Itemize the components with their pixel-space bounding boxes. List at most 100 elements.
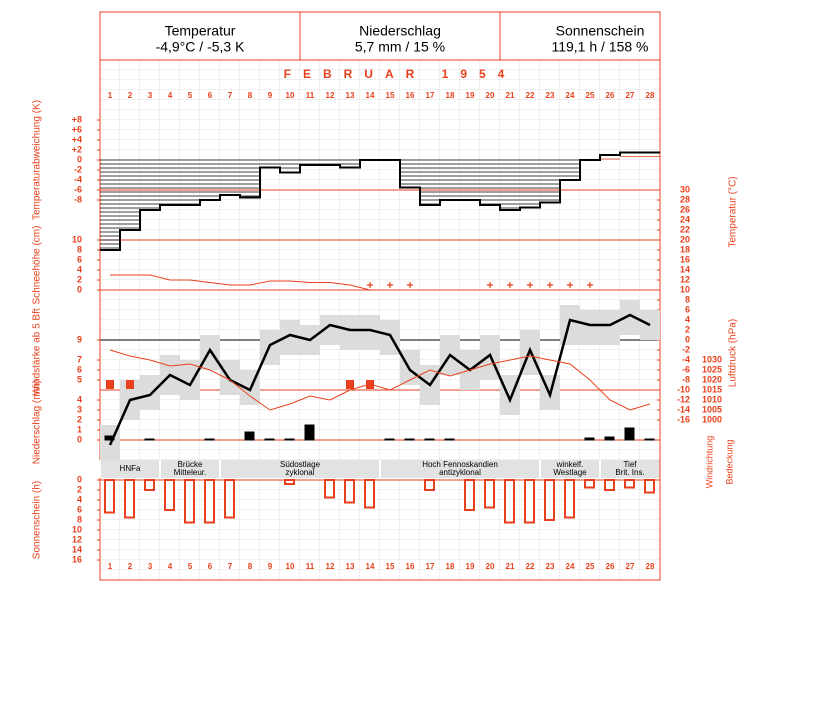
y-tick-label: 6 (77, 254, 82, 264)
y-tick-label: 2 (77, 484, 82, 494)
temperature-range (220, 360, 240, 395)
deviation-bar (420, 159, 440, 205)
snow-trace (367, 282, 373, 288)
bar (124, 479, 135, 519)
y-tick-label: 0 (77, 154, 82, 164)
y-tick-label: 4 (77, 494, 82, 504)
day-label: 5 (188, 562, 193, 571)
y-tick-label: 16 (680, 254, 690, 264)
y-tick-label: -6 (682, 364, 690, 374)
axis-label: Luftdruck (hPa) (728, 319, 739, 387)
bar (644, 479, 655, 494)
regime-label: Hoch Fennoskandien (422, 460, 498, 469)
bar (484, 479, 495, 509)
temperature-range (600, 310, 620, 345)
axis-label: Niederschlag (mm) (32, 380, 43, 464)
day-label: 21 (506, 91, 515, 100)
temperature-range (280, 320, 300, 355)
regime-label: HNFa (120, 464, 141, 473)
y-tick-label: 2 (685, 324, 690, 334)
y-tick-label: -2 (682, 344, 690, 354)
y-tick-label: -6 (74, 184, 82, 194)
day-label: 12 (326, 562, 335, 571)
y-tick-label: -10 (677, 384, 690, 394)
regime-label: Mitteleur. (174, 468, 206, 477)
regime-label: Brücke (178, 460, 203, 469)
day-label: 22 (526, 91, 535, 100)
y-tick-label: 4 (77, 264, 82, 274)
day-label: 9 (268, 91, 273, 100)
deviation-bar (480, 159, 500, 205)
regime-label: Südostlage (280, 460, 321, 469)
y-tick-label: 1005 (702, 404, 722, 414)
regime-label: Westlage (553, 468, 587, 477)
bar (504, 479, 515, 524)
y-tick-label: 8 (685, 294, 690, 304)
y-tick-label: 6 (685, 304, 690, 314)
day-label: 25 (586, 91, 595, 100)
bar (304, 424, 315, 441)
day-label: 10 (286, 91, 295, 100)
bar (284, 438, 295, 441)
bar (104, 479, 115, 514)
bar (144, 438, 155, 441)
bar (164, 479, 175, 511)
day-label: 8 (248, 91, 253, 100)
y-tick-label: 1015 (702, 384, 722, 394)
y-tick-label: 30 (680, 184, 690, 194)
bar (184, 479, 195, 524)
deviation-bar (220, 159, 240, 193)
bar (624, 479, 635, 489)
y-tick-label: 26 (680, 204, 690, 214)
deviation-bar (520, 159, 540, 205)
day-label: 1 (108, 91, 113, 100)
deviation-bar (440, 159, 460, 201)
y-tick-label: 20 (680, 234, 690, 244)
y-tick-label: -4 (74, 174, 82, 184)
day-label: 1 (108, 562, 113, 571)
y-tick-label: 1 (77, 424, 82, 434)
y-tick-label: 18 (680, 244, 690, 254)
y-tick-label: 1020 (702, 374, 722, 384)
y-tick-label: 9 (77, 334, 82, 344)
day-label: 4 (168, 91, 173, 100)
day-label: 16 (406, 91, 415, 100)
deviation-step-line (100, 151, 660, 251)
deviation-bar (560, 159, 580, 181)
y-tick-label: +8 (72, 114, 82, 124)
y-tick-label: 3 (77, 404, 82, 414)
y-tick-label: -16 (677, 414, 690, 424)
frame (99, 11, 661, 581)
axis-label: Windrichtung (704, 436, 714, 489)
day-label: 19 (466, 562, 475, 571)
y-tick-label: 1000 (702, 414, 722, 424)
bar (264, 438, 275, 441)
y-tick-label: 2 (77, 274, 82, 284)
day-label: 18 (446, 91, 455, 100)
axis-label: Bedeckung (724, 439, 734, 484)
day-label: 7 (228, 91, 233, 100)
axis-label: Temperatur (°C) (728, 176, 739, 247)
bar (444, 438, 455, 441)
day-label: 21 (506, 562, 515, 571)
y-tick-label: 6 (77, 364, 82, 374)
day-label: 10 (286, 562, 295, 571)
snow-trace (567, 282, 573, 288)
axis-label: Sonnenschein (h) (32, 481, 43, 559)
day-label: 26 (606, 562, 615, 571)
y-tick-label: 10 (72, 234, 82, 244)
bar (104, 435, 115, 441)
header-value: 5,7 mm / 15 % (355, 39, 445, 55)
deviation-bar (240, 159, 260, 197)
day-label: 3 (148, 91, 153, 100)
header-title: Sonnenschein (556, 23, 645, 39)
temperature-range (620, 300, 640, 335)
deviation-bar (500, 159, 520, 209)
day-label: 24 (566, 91, 575, 100)
y-tick-label: 5 (77, 374, 82, 384)
y-tick-label: 10 (72, 524, 82, 534)
temperature-range (320, 315, 340, 345)
y-tick-label: -14 (677, 404, 690, 414)
regime-label: antizyklonal (439, 468, 481, 477)
y-tick-label: 28 (680, 194, 690, 204)
